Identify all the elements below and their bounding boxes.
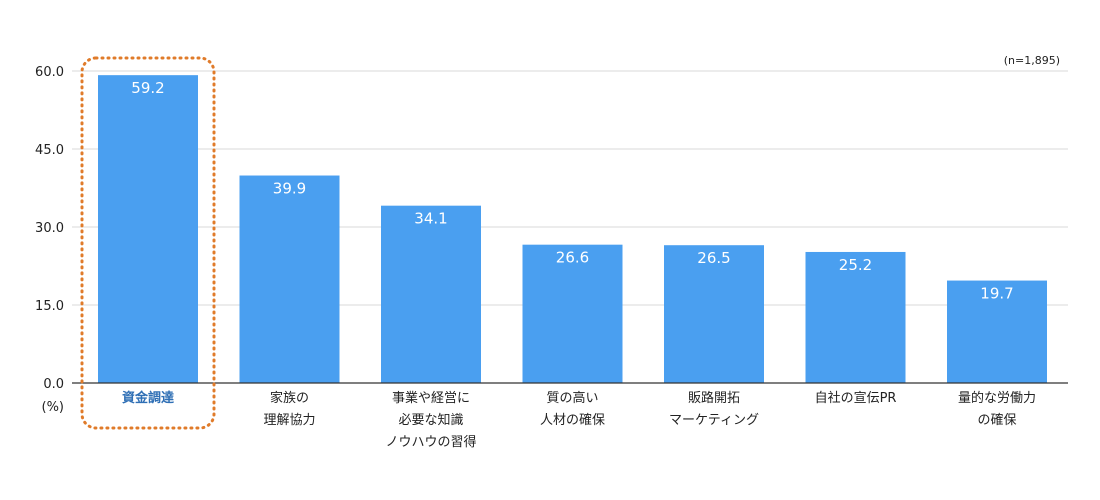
x-category-label: 自社の宣伝PR (815, 390, 897, 406)
x-category-label: 家族の (270, 390, 309, 406)
y-tick-label: 60.0 (35, 65, 64, 80)
x-category-label: ノウハウの習得 (385, 434, 476, 450)
bar-value-label: 19.7 (980, 285, 1013, 303)
y-axis-tick-labels: 0.0 15.0 30.0 45.0 60.0 (35, 65, 64, 392)
sample-size-note: (n=1,895) (1004, 54, 1060, 67)
bar-value-label: 26.6 (556, 249, 589, 267)
bar-value-labels: 59.2 39.9 34.1 26.6 26.5 25.2 19.7 (131, 79, 1013, 302)
bar (947, 280, 1047, 383)
bar-value-label: 34.1 (414, 210, 447, 228)
x-category-label: 量的な労働力 (958, 390, 1036, 406)
x-category-label: 資金調達 (122, 390, 174, 406)
bar-value-label: 39.9 (273, 180, 306, 198)
y-tick-label: 30.0 (35, 221, 64, 236)
y-axis-unit: (%) (42, 400, 65, 415)
bar (239, 175, 340, 383)
bar (522, 244, 623, 383)
highlight-box (80, 56, 216, 430)
x-category-label: マーケティング (669, 413, 759, 428)
x-category-label: 質の高い (546, 390, 598, 406)
x-category-label: 事業や経営に (392, 390, 470, 406)
bar-value-label: 59.2 (131, 79, 164, 97)
x-category-label: 人材の確保 (540, 412, 605, 428)
x-category-label: 理解協力 (263, 413, 315, 428)
bar (664, 245, 764, 383)
y-tick-label: 45.0 (35, 143, 64, 158)
y-tick-label: 15.0 (35, 299, 64, 314)
bar (98, 75, 198, 383)
bar (381, 205, 481, 383)
bar-value-label: 26.5 (697, 249, 730, 267)
x-category-label: の確保 (977, 412, 1016, 428)
y-tick-label: 0.0 (43, 377, 64, 392)
bar-value-label: 25.2 (839, 256, 872, 274)
bar (805, 251, 906, 383)
x-category-label: 販路開拓 (688, 390, 740, 406)
x-category-label: 必要な知識 (398, 412, 463, 428)
bars (98, 75, 1047, 383)
